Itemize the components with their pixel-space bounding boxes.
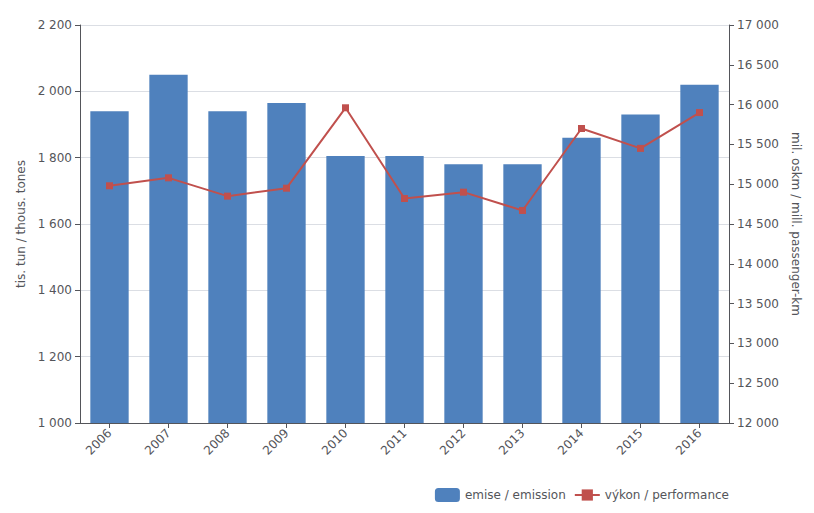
svg-text:15 000: 15 000 [737,177,779,191]
svg-text:17 000: 17 000 [737,18,779,32]
svg-text:emise / emission: emise / emission [465,488,566,502]
svg-text:2009: 2009 [260,426,291,457]
svg-text:14 000: 14 000 [737,257,779,271]
svg-text:15 500: 15 500 [737,137,779,151]
svg-text:mil. oskm / mill. passenger-km: mil. oskm / mill. passenger-km [789,132,803,316]
svg-text:1 400: 1 400 [38,283,72,297]
svg-text:2 000: 2 000 [38,84,72,98]
svg-text:16 000: 16 000 [737,98,779,112]
svg-text:1 000: 1 000 [38,416,72,430]
svg-text:2014: 2014 [555,426,586,457]
svg-text:2013: 2013 [496,426,527,457]
svg-text:2015: 2015 [614,426,645,457]
svg-text:1 800: 1 800 [38,151,72,165]
svg-text:1 200: 1 200 [38,350,72,364]
svg-text:12 500: 12 500 [737,376,779,390]
svg-text:13 500: 13 500 [737,297,779,311]
svg-text:2008: 2008 [201,426,232,457]
svg-text:2011: 2011 [378,426,409,457]
svg-text:tis. tun / thous. tones: tis. tun / thous. tones [14,160,28,288]
svg-text:2016: 2016 [673,426,704,457]
svg-text:2010: 2010 [319,426,350,457]
svg-text:2006: 2006 [83,426,114,457]
svg-text:2012: 2012 [437,426,468,457]
svg-text:14 500: 14 500 [737,217,779,231]
svg-text:13 000: 13 000 [737,336,779,350]
svg-text:16 500: 16 500 [737,58,779,72]
svg-text:12 000: 12 000 [737,416,779,430]
svg-text:výkon / performance: výkon / performance [605,488,729,502]
svg-text:1 600: 1 600 [38,217,72,231]
svg-text:2 200: 2 200 [38,18,72,32]
svg-text:2007: 2007 [142,426,173,457]
